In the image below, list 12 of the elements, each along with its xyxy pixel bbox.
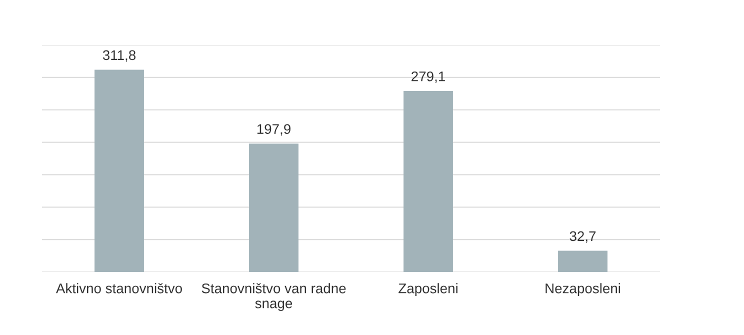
data-label: 311,8	[102, 50, 136, 62]
data-label: 279,1	[412, 71, 445, 83]
x-tick-label: Nezaposleni	[546, 283, 620, 296]
x-tick-label: Aktivno stanovništvo	[56, 283, 182, 294]
bar	[404, 90, 453, 272]
bar	[558, 250, 608, 272]
bar	[94, 70, 144, 272]
data-label: 32,7	[570, 231, 596, 243]
x-tick-label: Stanovništvo van radne snage	[202, 283, 346, 312]
data-label: 197,9	[257, 124, 290, 136]
x-tick-label: Zaposleni	[398, 283, 458, 296]
bar	[249, 144, 298, 272]
